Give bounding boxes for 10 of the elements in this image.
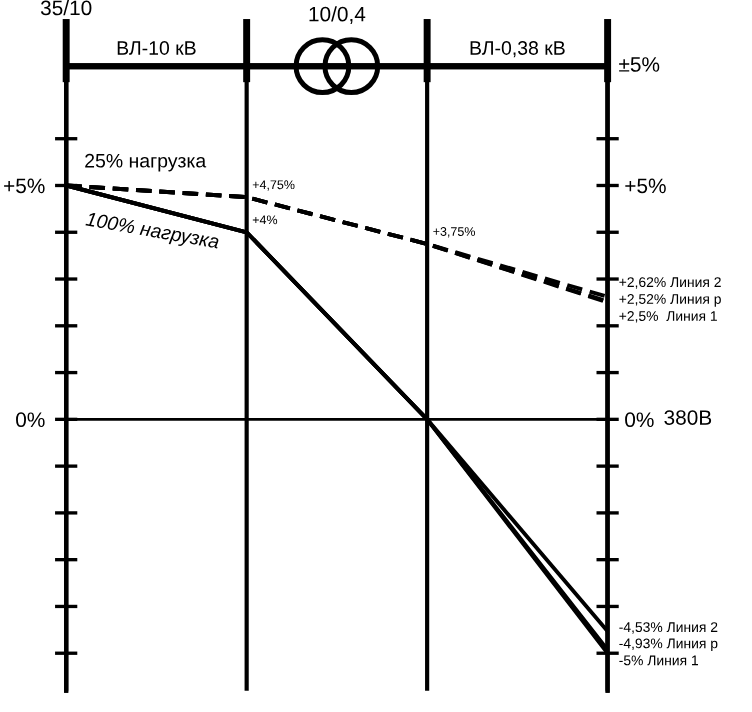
ref-line-label: 380В <box>664 410 712 425</box>
annotation: 100% нагрузка <box>84 211 220 253</box>
text: 35/10 <box>40 0 92 16</box>
y2-tick-label: 0% <box>625 412 654 428</box>
text: ВЛ-0,38 кВ <box>470 41 565 58</box>
y2-axis-title: ±5% <box>619 57 660 72</box>
text: ВЛ-10 кВ <box>117 41 196 55</box>
y2-tick-label: +5% <box>625 178 666 194</box>
annotation: 25% нагрузка <box>85 153 207 172</box>
text: 10/0,4 <box>309 6 366 24</box>
